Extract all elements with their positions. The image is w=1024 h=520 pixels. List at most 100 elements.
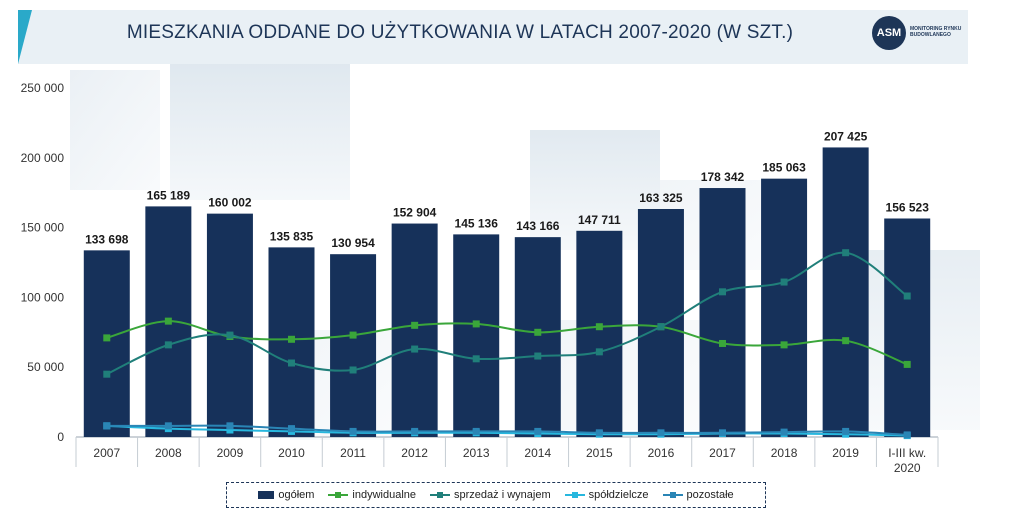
x-tick-label: 2010 bbox=[278, 446, 305, 460]
y-tick-label: 0 bbox=[57, 430, 64, 444]
series-point-indywidualne bbox=[288, 335, 295, 343]
series-point-indywidualne bbox=[411, 321, 419, 329]
series-point-pozostale bbox=[349, 427, 357, 435]
bar-value-label: 130 954 bbox=[331, 236, 375, 250]
series-point-indywidualne bbox=[842, 337, 850, 345]
series-point-sprzedaz bbox=[226, 331, 234, 339]
bar-value-label: 160 002 bbox=[208, 196, 252, 210]
bar-value-label: 147 711 bbox=[578, 213, 621, 227]
series-point-pozostale bbox=[657, 429, 665, 437]
series-line-spoldzielcze bbox=[106, 424, 908, 437]
legend-label-indywidualne: indywidualne bbox=[352, 489, 417, 501]
series-point-indywidualne bbox=[903, 360, 911, 368]
bar-value-label: 135 835 bbox=[270, 229, 314, 243]
legend-item-spoldzielcze: spółdzielcze bbox=[564, 489, 649, 501]
legend-swatch-ogolem bbox=[258, 491, 275, 499]
x-tick-label: I-III kw. bbox=[888, 446, 926, 460]
x-tick-label: 2012 bbox=[401, 446, 428, 460]
bar bbox=[699, 188, 746, 437]
chart: 0 50 000 100 000 150 000 200 000 250 000 133 6… bbox=[21, 81, 939, 475]
legend-label-sprzedaz: sprzedaż i wynajem bbox=[454, 489, 551, 501]
bar-value-label: 207 425 bbox=[824, 129, 868, 143]
series-point-indywidualne bbox=[103, 334, 111, 342]
x-tick-label: 2015 bbox=[586, 446, 613, 460]
series-point-spoldzielcze bbox=[226, 426, 234, 434]
series-point-sprzedaz bbox=[780, 278, 788, 286]
series-point-pozostale bbox=[903, 431, 911, 439]
bar bbox=[514, 237, 561, 437]
bar bbox=[822, 147, 869, 437]
series-point-indywidualne bbox=[472, 320, 480, 328]
series-point-pozostale bbox=[780, 428, 788, 436]
x-tick-label: 2007 bbox=[93, 446, 120, 460]
bar-value-label: 185 063 bbox=[762, 161, 806, 175]
series-point-indywidualne bbox=[780, 341, 788, 349]
legend-swatch-pozostale bbox=[662, 491, 683, 499]
legend-label-pozostale: pozostałe bbox=[686, 489, 734, 501]
series-point-indywidualne bbox=[719, 339, 726, 347]
legend-item-indywidualne: indywidualne bbox=[328, 489, 416, 501]
x-tick-label: 2016 bbox=[648, 446, 675, 460]
x-tick-label: 2009 bbox=[217, 446, 244, 460]
x-tick-label: 2013 bbox=[463, 446, 490, 460]
series-point-sprzedaz bbox=[288, 359, 295, 367]
series-point-pozostale bbox=[534, 427, 542, 435]
series-point-pozostale bbox=[472, 427, 480, 435]
legend-swatch-indywidualne bbox=[328, 491, 349, 499]
asm-logo: ASM MONITORING RYNKU BUDOWLANEGO bbox=[872, 14, 962, 54]
logo-text: MONITORING RYNKU BUDOWLANEGO bbox=[910, 26, 962, 38]
y-tick-label: 150 000 bbox=[21, 221, 65, 235]
bar-value-label: 133 698 bbox=[85, 232, 129, 246]
series-line-pozostale bbox=[106, 424, 908, 436]
x-tick-label: 2020 bbox=[894, 461, 921, 475]
series-point-indywidualne bbox=[164, 317, 172, 325]
bar bbox=[453, 234, 500, 437]
series-point-pozostale bbox=[411, 427, 419, 435]
y-tick-label: 200 000 bbox=[21, 151, 65, 165]
bar-value-label: 152 904 bbox=[393, 206, 437, 220]
series-point-sprzedaz bbox=[903, 292, 911, 300]
series-point-indywidualne bbox=[595, 323, 603, 331]
bar bbox=[206, 213, 253, 437]
series-point-sprzedaz bbox=[719, 288, 726, 296]
legend-swatch-sprzedaz bbox=[430, 491, 451, 499]
series-point-sprzedaz bbox=[411, 345, 419, 353]
series-point-sprzedaz bbox=[595, 348, 603, 356]
legend-swatch-spoldzielcze bbox=[564, 491, 585, 499]
series-point-pozostale bbox=[164, 422, 172, 430]
series-point-sprzedaz bbox=[349, 366, 357, 374]
legend-label-spoldzielcze: spółdzielcze bbox=[588, 489, 649, 501]
bar-value-label: 143 166 bbox=[516, 219, 560, 233]
bar bbox=[330, 254, 377, 437]
series-point-sprzedaz bbox=[164, 341, 172, 349]
bar bbox=[637, 208, 684, 437]
bar-value-label: 178 342 bbox=[701, 170, 745, 184]
bar-value-label: 156 523 bbox=[886, 200, 930, 214]
series-point-indywidualne bbox=[349, 331, 357, 339]
series-point-sprzedaz bbox=[103, 370, 111, 378]
bar bbox=[391, 223, 438, 437]
series-point-pozostale bbox=[288, 425, 295, 433]
header-band bbox=[18, 10, 968, 64]
series-point-pozostale bbox=[842, 427, 850, 435]
series-point-sprzedaz bbox=[534, 352, 542, 360]
chart-title: MIESZKANIA ODDANE DO UŻYTKOWANIA W LATAC… bbox=[126, 22, 794, 43]
bar bbox=[884, 218, 931, 437]
series-point-pozostale bbox=[103, 422, 111, 430]
y-tick-label: 100 000 bbox=[21, 290, 65, 304]
y-tick-label: 250 000 bbox=[21, 81, 65, 95]
bar-value-label: 165 189 bbox=[147, 188, 191, 202]
legend-item-sprzedaz: sprzedaż i wynajem bbox=[430, 489, 551, 501]
y-tick-label: 50 000 bbox=[27, 360, 64, 374]
x-tick-label: 2014 bbox=[524, 446, 551, 460]
bar-value-label: 145 136 bbox=[455, 216, 499, 230]
series-point-pozostale bbox=[595, 429, 603, 437]
legend-item-ogolem: ogółem bbox=[258, 489, 314, 501]
x-tick-label: 2019 bbox=[832, 446, 859, 460]
series-point-sprzedaz bbox=[657, 323, 665, 331]
bar bbox=[576, 230, 623, 437]
bar-value-label: 163 325 bbox=[639, 191, 683, 205]
series-point-indywidualne bbox=[534, 328, 542, 336]
series-point-sprzedaz bbox=[472, 355, 480, 363]
x-tick-label: 2008 bbox=[155, 446, 182, 460]
